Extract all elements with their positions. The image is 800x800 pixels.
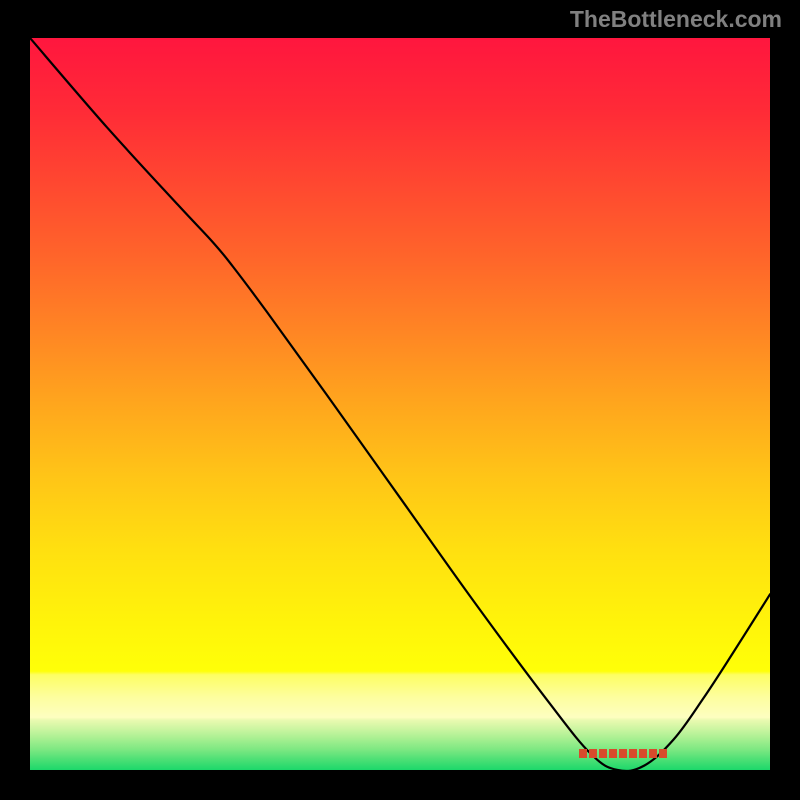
curve-line (30, 38, 770, 770)
annotation-block (589, 749, 597, 758)
minimum-annotation (579, 749, 667, 758)
watermark-text: TheBottleneck.com (570, 6, 782, 33)
annotation-block (599, 749, 607, 758)
annotation-block (629, 749, 637, 758)
chart-plot-area (30, 38, 770, 770)
annotation-block (639, 749, 647, 758)
annotation-block (649, 749, 657, 758)
annotation-block (619, 749, 627, 758)
annotation-block (659, 749, 667, 758)
annotation-block (579, 749, 587, 758)
annotation-block (609, 749, 617, 758)
